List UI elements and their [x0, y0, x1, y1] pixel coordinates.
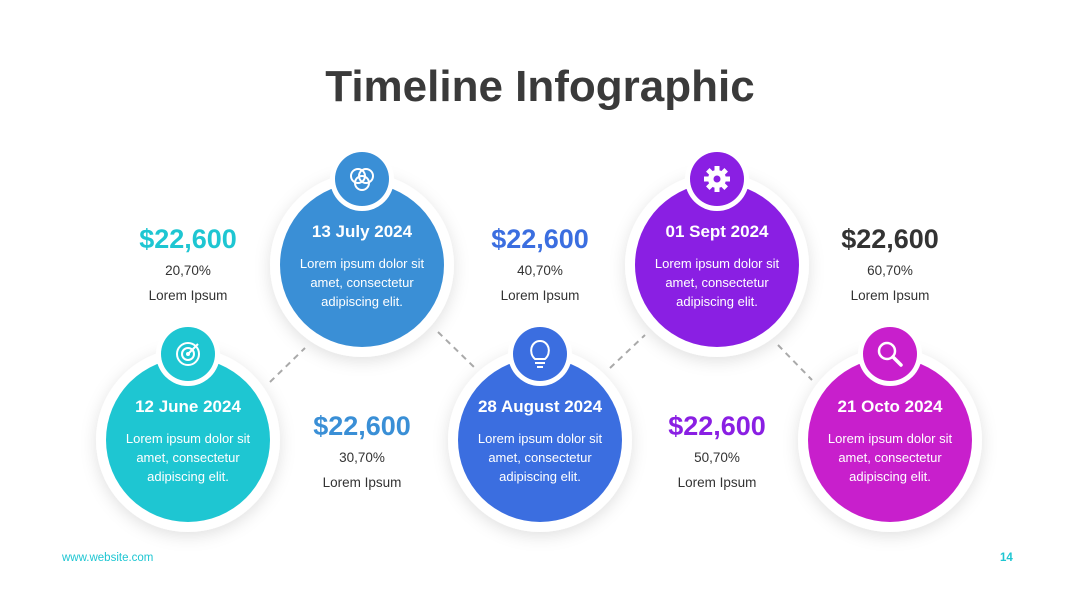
icon	[877, 341, 903, 367]
event-date: 28 August 2024	[477, 397, 603, 416]
connector	[437, 331, 476, 369]
event-circle	[808, 358, 972, 522]
icon-part	[891, 355, 903, 367]
event-date: 01 Sept 2024	[665, 222, 769, 241]
stat-percent: 30,70%	[339, 450, 385, 465]
event-text: Lorem ipsum dolor sit amet, consectetur …	[654, 256, 780, 309]
stat-percent: 40,70%	[517, 263, 563, 278]
event-circle	[280, 183, 444, 347]
icon-part	[714, 166, 720, 172]
icon-part	[176, 342, 200, 366]
icon	[530, 339, 550, 368]
icon	[350, 168, 374, 191]
icon-part	[713, 175, 721, 183]
event-text: Lorem ipsum dolor sit amet, consectetur …	[125, 431, 251, 484]
connector	[269, 347, 306, 383]
icon-part	[181, 347, 195, 361]
stat-amount: $22,600	[841, 224, 939, 254]
event-date: 21 Octo 2024	[837, 397, 943, 416]
icon-circle	[513, 327, 567, 381]
icon-part	[187, 343, 199, 355]
icon	[176, 342, 200, 366]
event-circle	[106, 358, 270, 522]
event-date: 13 July 2024	[311, 222, 413, 241]
icon-circle	[335, 152, 389, 206]
icon-part	[354, 175, 370, 191]
title: Timeline Infographic	[325, 62, 755, 111]
event-circle	[635, 183, 799, 347]
stat-amount: $22,600	[139, 224, 237, 254]
icon-part	[877, 341, 897, 361]
stat-amount: $22,600	[668, 411, 766, 441]
stat-amount: $22,600	[313, 411, 411, 441]
event-circle	[458, 358, 622, 522]
icon	[704, 166, 730, 192]
event-text: Lorem ipsum dolor sit amet, consectetur …	[827, 431, 953, 484]
stat-percent: 20,70%	[165, 263, 211, 278]
stat-percent: 60,70%	[867, 263, 913, 278]
icon-circle	[863, 327, 917, 381]
event-date: 12 June 2024	[135, 397, 241, 416]
connector	[609, 334, 646, 369]
event-text: Lorem ipsum dolor sit amet, consectetur …	[299, 256, 425, 309]
website: www.website.com	[62, 552, 154, 564]
icon-part	[714, 186, 720, 192]
stat-label: Lorem Ipsum	[322, 475, 402, 490]
connector	[777, 344, 813, 381]
stat-label: Lorem Ipsum	[677, 475, 757, 490]
stat-label: Lorem Ipsum	[500, 288, 580, 303]
stat-amount: $22,600	[491, 224, 589, 254]
stat-label: Lorem Ipsum	[850, 288, 930, 303]
connectors	[269, 331, 813, 383]
event-text: Lorem ipsum dolor sit amet, consectetur …	[477, 431, 603, 484]
page-number: 14	[1000, 552, 1013, 564]
icon-part	[530, 339, 550, 360]
stat-label: Lorem Ipsum	[148, 288, 228, 303]
stat-percent: 50,70%	[694, 450, 740, 465]
